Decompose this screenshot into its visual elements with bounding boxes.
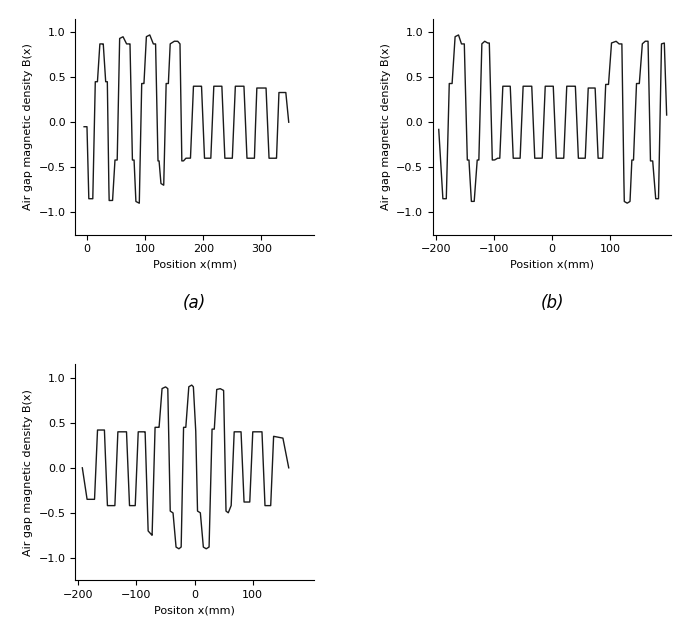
X-axis label: Positon x(mm): Positon x(mm) — [154, 606, 235, 616]
Y-axis label: Air gap magnetic density B(x): Air gap magnetic density B(x) — [23, 43, 33, 210]
X-axis label: Position x(mm): Position x(mm) — [510, 260, 594, 270]
Y-axis label: Air gap magnetic density B(x): Air gap magnetic density B(x) — [23, 389, 33, 556]
Y-axis label: Air gap magnetic density B(x): Air gap magnetic density B(x) — [381, 43, 390, 210]
Title: (b): (b) — [540, 295, 564, 313]
Title: (a): (a) — [183, 295, 206, 313]
X-axis label: Position x(mm): Position x(mm) — [153, 260, 236, 270]
